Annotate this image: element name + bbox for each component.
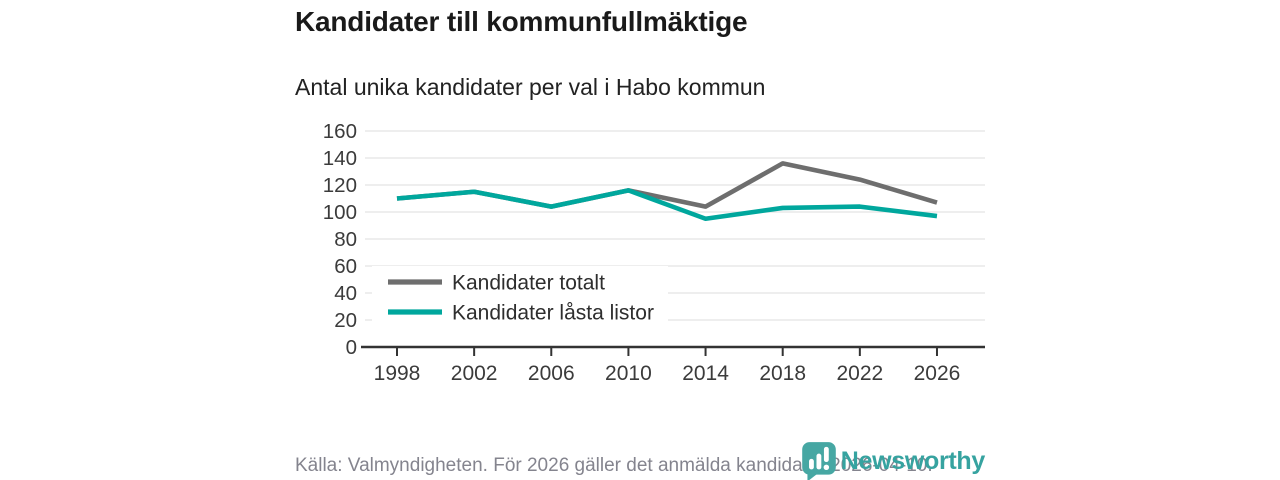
chart-subtitle: Antal unika kandidater per val i Habo ko…	[295, 74, 766, 100]
y-axis-label-20: 20	[334, 309, 357, 332]
line-chart: 0 20 40 60 80 100 120 140 160 1998 2002 2006 2010 201…	[323, 120, 985, 385]
source-note: Källa: Valmyndigheten. För 2026 gäller d…	[295, 455, 933, 476]
newsworthy-logo: Newsworthy	[798, 440, 985, 480]
x-axis-label-2022: 2022	[836, 362, 883, 385]
y-axis-label-120: 120	[323, 174, 357, 197]
y-axis-label-40: 40	[334, 282, 357, 305]
newsworthy-logo-icon	[801, 442, 836, 480]
chart-footer: Källa: Valmyndigheten. För 2026 gäller d…	[295, 442, 985, 480]
y-axis-label-80: 80	[334, 228, 357, 251]
legend-background	[372, 266, 668, 330]
x-axis-label-2010: 2010	[605, 362, 652, 385]
x-axis-label-2014: 2014	[682, 362, 729, 385]
y-axis-label-60: 60	[334, 255, 357, 278]
x-axis-label-2026: 2026	[914, 362, 961, 385]
chart-title: Kandidater till kommunfullmäktige	[295, 6, 748, 37]
legend-label-1: Kandidater låsta listor	[452, 302, 654, 325]
content-column: Kandidater till kommunfullmäktige Antal …	[295, 0, 985, 480]
legend-label-0: Kandidater totalt	[452, 272, 605, 295]
x-axis-label-1998: 1998	[374, 362, 421, 385]
x-axis-label-2018: 2018	[759, 362, 806, 385]
x-axis-label-2006: 2006	[528, 362, 575, 385]
y-axis-label-160: 160	[323, 120, 357, 143]
x-axis-label-2002: 2002	[451, 362, 498, 385]
y-axis-label-0: 0	[346, 336, 357, 359]
series-line-1	[396, 188, 938, 222]
newsworthy-logo-text: Newsworthy	[840, 446, 986, 475]
y-axis-label-140: 140	[323, 147, 357, 170]
y-axis-label-100: 100	[323, 201, 357, 224]
